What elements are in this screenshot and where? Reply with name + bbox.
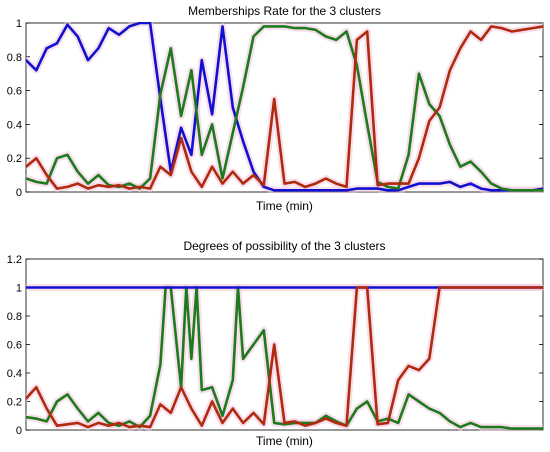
y-tick-label: 0 (16, 187, 22, 199)
series-line-1 (26, 286, 543, 430)
possibility-degree-chart: Degrees of possibility of the 3 clusters… (7, 239, 544, 448)
series-line-3 (26, 286, 543, 429)
y-tick-label: 0.2 (7, 153, 22, 165)
y-tick-label: 0.4 (7, 368, 22, 380)
y-tick-label: 0 (16, 425, 22, 437)
y-tick-label: 0.8 (7, 52, 22, 64)
y-tick-label: 0.4 (7, 119, 22, 131)
series-line-3 (26, 25, 543, 190)
chart-title: Memberships Rate for the 3 clusters (188, 4, 381, 18)
series-line-1 (26, 22, 543, 192)
y-tick-label: 0.6 (7, 86, 22, 98)
y-tick-label: 0.6 (7, 340, 22, 352)
y-tick-label: 0.2 (7, 397, 22, 409)
y-tick-label: 1.2 (7, 254, 22, 266)
y-tick-label: 1 (16, 283, 22, 295)
chart-title: Degrees of possibility of the 3 clusters (183, 239, 385, 253)
y-tick-label: 0.8 (7, 311, 22, 323)
x-axis-label: Time (min) (256, 434, 313, 448)
membership-rate-chart: Memberships Rate for the 3 clusters 0 0.2 0… (7, 4, 544, 213)
y-tick-label: 1 (16, 18, 22, 30)
x-axis-label: Time (min) (256, 199, 313, 213)
